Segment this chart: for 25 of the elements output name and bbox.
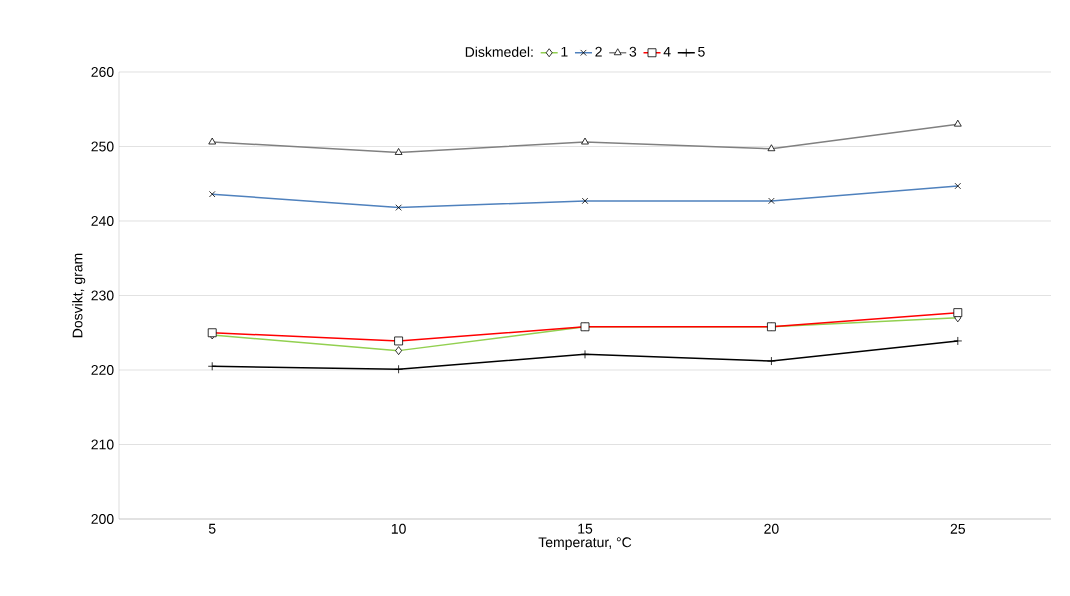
point [953,336,963,346]
x-axis-title: Temperatur, °C [538,537,632,550]
point [767,356,776,366]
x-tick-label: 10 [391,523,406,534]
legend-label: 2 [595,46,602,57]
y-tick-label: 230 [91,290,114,301]
legend-label: 1 [561,46,568,57]
legend-label: 5 [698,46,705,57]
legend-title: Diskmedel: [465,46,533,57]
legend-label: 3 [629,46,637,57]
y-tick-label: 210 [91,439,114,450]
y-axis-title: Dosvikt, gram [72,253,86,338]
y-tick-label: 260 [91,67,114,77]
point [394,364,404,374]
y-tick-label: 250 [91,141,114,152]
x-tick-label: 5 [208,523,216,534]
x-tick-label: 20 [764,523,779,534]
y-tick-label: 200 [91,514,114,524]
point [207,361,217,371]
legend-label: 4 [663,46,671,57]
y-tick-label: 240 [91,216,114,226]
x-tick-label: 25 [950,523,966,534]
x-tick-label: 15 [578,523,593,534]
point [580,349,590,359]
y-tick-label: 220 [91,365,114,375]
